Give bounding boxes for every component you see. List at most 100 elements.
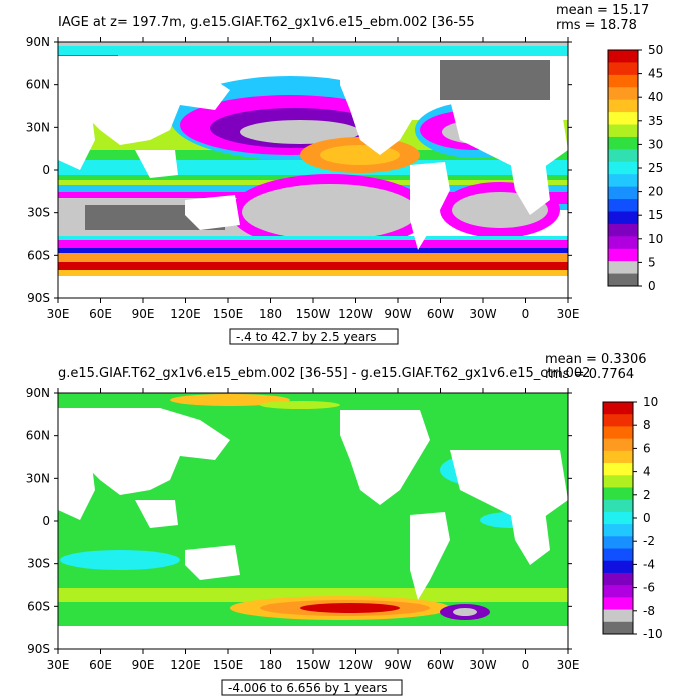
top-contour-info-box (229, 328, 399, 345)
colorbar-swatch (603, 499, 633, 513)
colorbar-swatch (603, 426, 633, 440)
lon-label: 120W (338, 658, 373, 672)
lat-label: 90N (26, 386, 50, 400)
colorbar-swatch (603, 450, 633, 464)
colorbar-swatch (608, 112, 638, 125)
bottom-colorbar: 10 8 6 4 2 0 -2 -4 -6 -8 -10 (602, 395, 663, 641)
colorbar-swatch (603, 511, 633, 525)
colorbar-label: 20 (648, 185, 663, 199)
lon-label: 30E (47, 658, 70, 672)
colorbar-swatch (608, 149, 638, 163)
colorbar-label: 6 (643, 441, 651, 455)
colorbar-label: 4 (643, 465, 651, 479)
colorbar-swatch (608, 174, 638, 188)
colorbar-swatch (608, 161, 638, 175)
lat-label: 90N (26, 35, 50, 49)
bottom-contour-info-box (221, 679, 403, 696)
lat-label: 60N (26, 78, 50, 92)
lon-label: 30E (47, 307, 70, 321)
bottom-stats-rms: rms = 0.7764 (545, 367, 634, 382)
colorbar-label: 15 (648, 208, 663, 222)
bottom-contour-info: -4.006 to 6.656 by 1 years (228, 681, 388, 695)
bottom-axes: 90N 60N 30N 0 30S 60S 90S 30E 60E 90E 120E 150E 180 1… (26, 386, 580, 672)
colorbar-swatch (608, 136, 638, 150)
colorbar-swatch (603, 548, 633, 562)
lat-label: 30S (27, 557, 50, 571)
colorbar-swatch (608, 223, 638, 237)
colorbar-label: -6 (643, 581, 655, 595)
bottom-stats-mean: mean = 0.3306 (545, 352, 647, 367)
lat-label: 30N (26, 120, 50, 134)
lat-label: 60S (27, 599, 50, 613)
colorbar-swatch (603, 597, 633, 610)
colorbar-swatch (608, 87, 638, 101)
colorbar-swatch (603, 536, 633, 549)
colorbar-swatch (603, 572, 633, 586)
top-stats-rms: rms = 18.78 (556, 18, 637, 33)
colorbar-label: -8 (643, 604, 655, 618)
lon-label: 30W (469, 658, 496, 672)
lat-label: 60S (27, 248, 50, 262)
colorbar-swatch (603, 414, 633, 427)
colorbar-swatch (608, 186, 638, 200)
colorbar-swatch (608, 261, 638, 274)
colorbar-label: 30 (648, 137, 663, 151)
colorbar-label: -4 (643, 557, 655, 571)
colorbar-label: 8 (643, 418, 651, 432)
colorbar-label: 25 (648, 161, 663, 175)
lon-label: 90W (384, 307, 411, 321)
colorbar-label: 0 (643, 511, 651, 525)
colorbar-label: 10 (643, 395, 658, 409)
lon-label: 0 (522, 658, 530, 672)
bottom-panel: g.e15.GIAF.T62_gx1v6.e15_ebm.002 [36-55]… (26, 352, 663, 696)
colorbar-label: 10 (648, 232, 663, 246)
lat-label: 60N (26, 429, 50, 443)
colorbar-swatch (603, 487, 633, 501)
colorbar-label: 5 (648, 255, 656, 269)
lon-label: 150W (296, 307, 331, 321)
colorbar-swatch (608, 236, 638, 250)
colorbar-swatch (608, 273, 638, 287)
lon-label: 60E (89, 658, 112, 672)
lon-label: 150E (213, 307, 244, 321)
lon-label: 120E (170, 658, 201, 672)
colorbar-swatch (603, 585, 633, 598)
colorbar-swatch (603, 524, 633, 537)
lat-label: 90S (27, 642, 50, 656)
colorbar-swatch (603, 438, 633, 452)
top-map-field (58, 42, 568, 298)
colorbar-label: 45 (648, 67, 663, 81)
colorbar-swatch (603, 475, 633, 488)
lat-label: 0 (42, 514, 50, 528)
colorbar-swatch (603, 402, 633, 415)
colorbar-swatch (608, 248, 638, 262)
colorbar-swatch (608, 199, 638, 212)
colorbar-label: -10 (643, 627, 663, 641)
lon-label: 30E (557, 307, 580, 321)
top-contour-info: -.4 to 42.7 by 2.5 years (236, 330, 376, 344)
lon-label: 180 (259, 658, 282, 672)
colorbar-swatch (603, 560, 633, 574)
top-stats-mean: mean = 15.17 (556, 3, 649, 18)
lat-label: 30N (26, 471, 50, 485)
lon-label: 0 (522, 307, 530, 321)
lat-label: 90S (27, 291, 50, 305)
lon-label: 150W (296, 658, 331, 672)
top-axes: 90N 60N 30N 0 30S 60S 90S 30E 60E 90E 120E 150E 180 1… (26, 35, 580, 321)
bottom-map-field (58, 393, 568, 649)
colorbar-label: 50 (648, 43, 663, 57)
lon-label: 60E (89, 307, 112, 321)
lon-label: 90W (384, 658, 411, 672)
colorbar-swatch (608, 50, 638, 63)
bottom-title: g.e15.GIAF.T62_gx1v6.e15_ebm.002 [36-55]… (58, 366, 590, 381)
lon-label: 60W (427, 307, 454, 321)
lon-label: 150E (213, 658, 244, 672)
colorbar-label: -2 (643, 534, 655, 548)
top-title: IAGE at z= 197.7m, g.e15.GIAF.T62_gx1v6.… (58, 15, 475, 30)
colorbar-label: 2 (643, 488, 651, 502)
colorbar-swatch (608, 74, 638, 88)
colorbar-swatch (608, 211, 638, 225)
lon-label: 90E (132, 307, 155, 321)
